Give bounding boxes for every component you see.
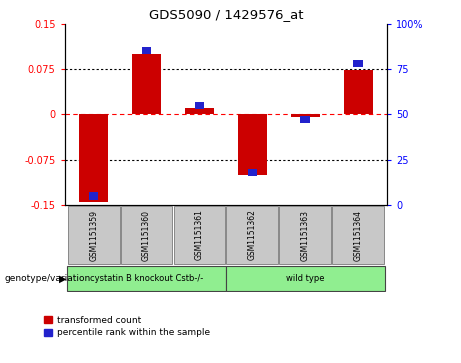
FancyBboxPatch shape bbox=[226, 206, 278, 264]
Bar bbox=[142, 47, 151, 54]
Text: wild type: wild type bbox=[286, 274, 325, 283]
Text: GSM1151361: GSM1151361 bbox=[195, 209, 204, 261]
Bar bbox=[132, 54, 161, 114]
Bar bbox=[301, 116, 310, 123]
Text: genotype/variation: genotype/variation bbox=[5, 274, 91, 283]
Text: ▶: ▶ bbox=[59, 274, 66, 284]
FancyBboxPatch shape bbox=[279, 206, 331, 264]
Bar bbox=[89, 192, 98, 200]
Bar bbox=[354, 60, 363, 67]
Bar bbox=[343, 70, 372, 114]
Text: GSM1151360: GSM1151360 bbox=[142, 209, 151, 261]
Bar bbox=[248, 169, 257, 176]
Bar bbox=[195, 102, 204, 109]
FancyBboxPatch shape bbox=[67, 266, 226, 291]
Text: GSM1151364: GSM1151364 bbox=[354, 209, 363, 261]
FancyBboxPatch shape bbox=[68, 206, 119, 264]
Title: GDS5090 / 1429576_at: GDS5090 / 1429576_at bbox=[148, 8, 303, 21]
FancyBboxPatch shape bbox=[173, 206, 225, 264]
Text: GSM1151359: GSM1151359 bbox=[89, 209, 98, 261]
Bar bbox=[79, 114, 108, 202]
Text: GSM1151363: GSM1151363 bbox=[301, 209, 310, 261]
Bar bbox=[291, 114, 320, 117]
FancyBboxPatch shape bbox=[121, 206, 172, 264]
Bar bbox=[185, 108, 214, 114]
Legend: transformed count, percentile rank within the sample: transformed count, percentile rank withi… bbox=[41, 313, 213, 340]
FancyBboxPatch shape bbox=[332, 206, 384, 264]
Bar bbox=[238, 114, 267, 175]
Text: GSM1151362: GSM1151362 bbox=[248, 209, 257, 261]
FancyBboxPatch shape bbox=[226, 266, 384, 291]
Text: cystatin B knockout Cstb-/-: cystatin B knockout Cstb-/- bbox=[90, 274, 203, 283]
